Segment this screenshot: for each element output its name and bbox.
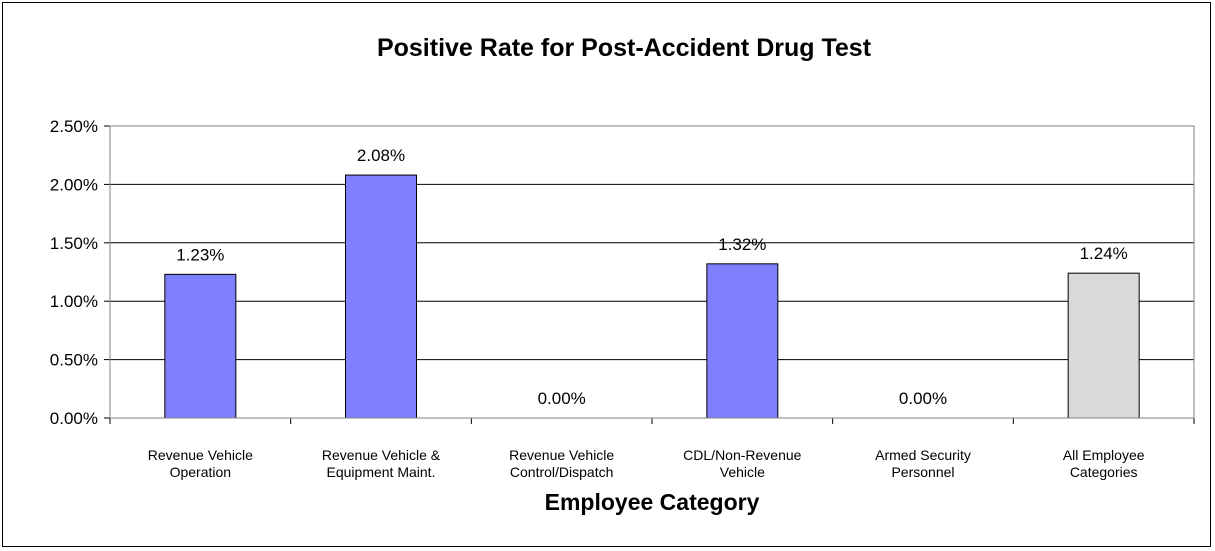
bar [164, 273, 237, 419]
data-label: 0.00% [899, 389, 947, 408]
data-labels: 1.23% 2.08% 0.00% 1.32% 0.00% 1.24% [176, 146, 1128, 408]
data-label: 1.32% [718, 235, 766, 254]
gridlines [110, 183, 1194, 361]
data-label: 1.23% [176, 245, 224, 264]
y-tick-label: 2.50% [50, 117, 98, 136]
x-category-label: CDL/Non-Revenue [683, 447, 801, 463]
x-axis-title: Employee Category [545, 489, 760, 515]
x-category-label: Categories [1070, 464, 1138, 480]
x-category-label: Armed Security [875, 447, 971, 463]
x-category-label: All Employee [1063, 447, 1145, 463]
y-tick-label: 0.00% [50, 409, 98, 428]
x-category-label: Revenue Vehicle [509, 447, 614, 463]
plot-area-border [109, 125, 1195, 419]
y-tick-label: 1.50% [50, 234, 98, 253]
y-tick-label: 2.00% [50, 175, 98, 194]
x-category-label: Revenue Vehicle & [322, 447, 441, 463]
bar [1067, 272, 1140, 419]
x-category-label: Control/Dispatch [510, 464, 614, 480]
y-tick-label: 0.50% [50, 351, 98, 370]
bar [706, 263, 779, 419]
data-label: 1.24% [1080, 244, 1128, 263]
bars [164, 174, 1140, 419]
x-category-label: Operation [170, 464, 231, 480]
x-category-label: Equipment Maint. [327, 464, 436, 480]
data-label: 2.08% [357, 146, 405, 165]
x-category-label: Revenue Vehicle [148, 447, 253, 463]
bar [345, 174, 417, 419]
y-tick-label: 1.00% [50, 292, 98, 311]
data-label: 0.00% [538, 389, 586, 408]
x-category-label: Vehicle [720, 464, 765, 480]
x-category-label: Personnel [891, 464, 954, 480]
chart-title: Positive Rate for Post-Accident Drug Tes… [377, 34, 872, 62]
